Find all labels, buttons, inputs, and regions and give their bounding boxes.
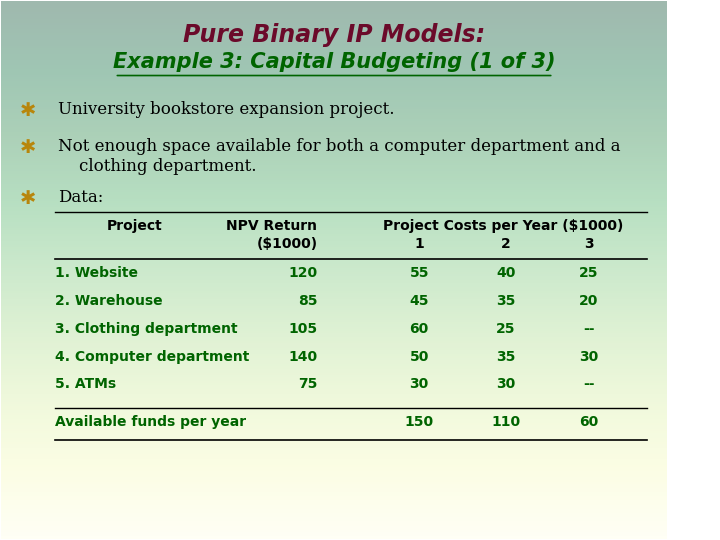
- Text: 35: 35: [496, 294, 516, 308]
- Text: 120: 120: [288, 266, 318, 280]
- Text: 140: 140: [288, 349, 318, 363]
- Text: NPV Return: NPV Return: [226, 219, 318, 233]
- Text: 40: 40: [496, 266, 516, 280]
- Text: 5. ATMs: 5. ATMs: [55, 377, 116, 392]
- Text: 30: 30: [496, 377, 516, 392]
- Text: 30: 30: [579, 349, 598, 363]
- Text: 60: 60: [410, 322, 429, 335]
- Text: 150: 150: [405, 415, 433, 429]
- Text: 45: 45: [410, 294, 429, 308]
- Text: Data:: Data:: [58, 190, 103, 206]
- Text: 105: 105: [288, 322, 318, 335]
- Text: 25: 25: [496, 322, 516, 335]
- Text: 55: 55: [410, 266, 429, 280]
- Text: 2. Warehouse: 2. Warehouse: [55, 294, 162, 308]
- Text: 1: 1: [414, 237, 424, 251]
- Text: 20: 20: [579, 294, 598, 308]
- Text: University bookstore expansion project.: University bookstore expansion project.: [58, 101, 395, 118]
- Text: 110: 110: [491, 415, 521, 429]
- Text: 2: 2: [501, 237, 510, 251]
- Text: 4. Computer department: 4. Computer department: [55, 349, 249, 363]
- Text: Project: Project: [107, 219, 162, 233]
- Text: 25: 25: [579, 266, 598, 280]
- Text: 35: 35: [496, 349, 516, 363]
- Text: 60: 60: [579, 415, 598, 429]
- Text: --: --: [583, 377, 595, 392]
- Text: ✱: ✱: [20, 190, 36, 208]
- Text: Available funds per year: Available funds per year: [55, 415, 246, 429]
- Text: 3: 3: [584, 237, 594, 251]
- Text: ($1000): ($1000): [256, 237, 318, 251]
- Text: Project Costs per Year ($1000): Project Costs per Year ($1000): [384, 219, 624, 233]
- Text: Example 3: Capital Budgeting (1 of 3): Example 3: Capital Budgeting (1 of 3): [113, 52, 555, 72]
- Text: 3. Clothing department: 3. Clothing department: [55, 322, 237, 335]
- Text: 30: 30: [410, 377, 429, 392]
- Text: ✱: ✱: [20, 138, 36, 157]
- Text: 50: 50: [410, 349, 429, 363]
- Text: --: --: [583, 322, 595, 335]
- Text: 1. Website: 1. Website: [55, 266, 138, 280]
- Text: 75: 75: [298, 377, 318, 392]
- Text: 85: 85: [298, 294, 318, 308]
- Text: Pure Binary IP Models:: Pure Binary IP Models:: [183, 23, 485, 47]
- Text: ✱: ✱: [20, 101, 36, 120]
- Text: Not enough space available for both a computer department and a
    clothing dep: Not enough space available for both a co…: [58, 138, 621, 175]
